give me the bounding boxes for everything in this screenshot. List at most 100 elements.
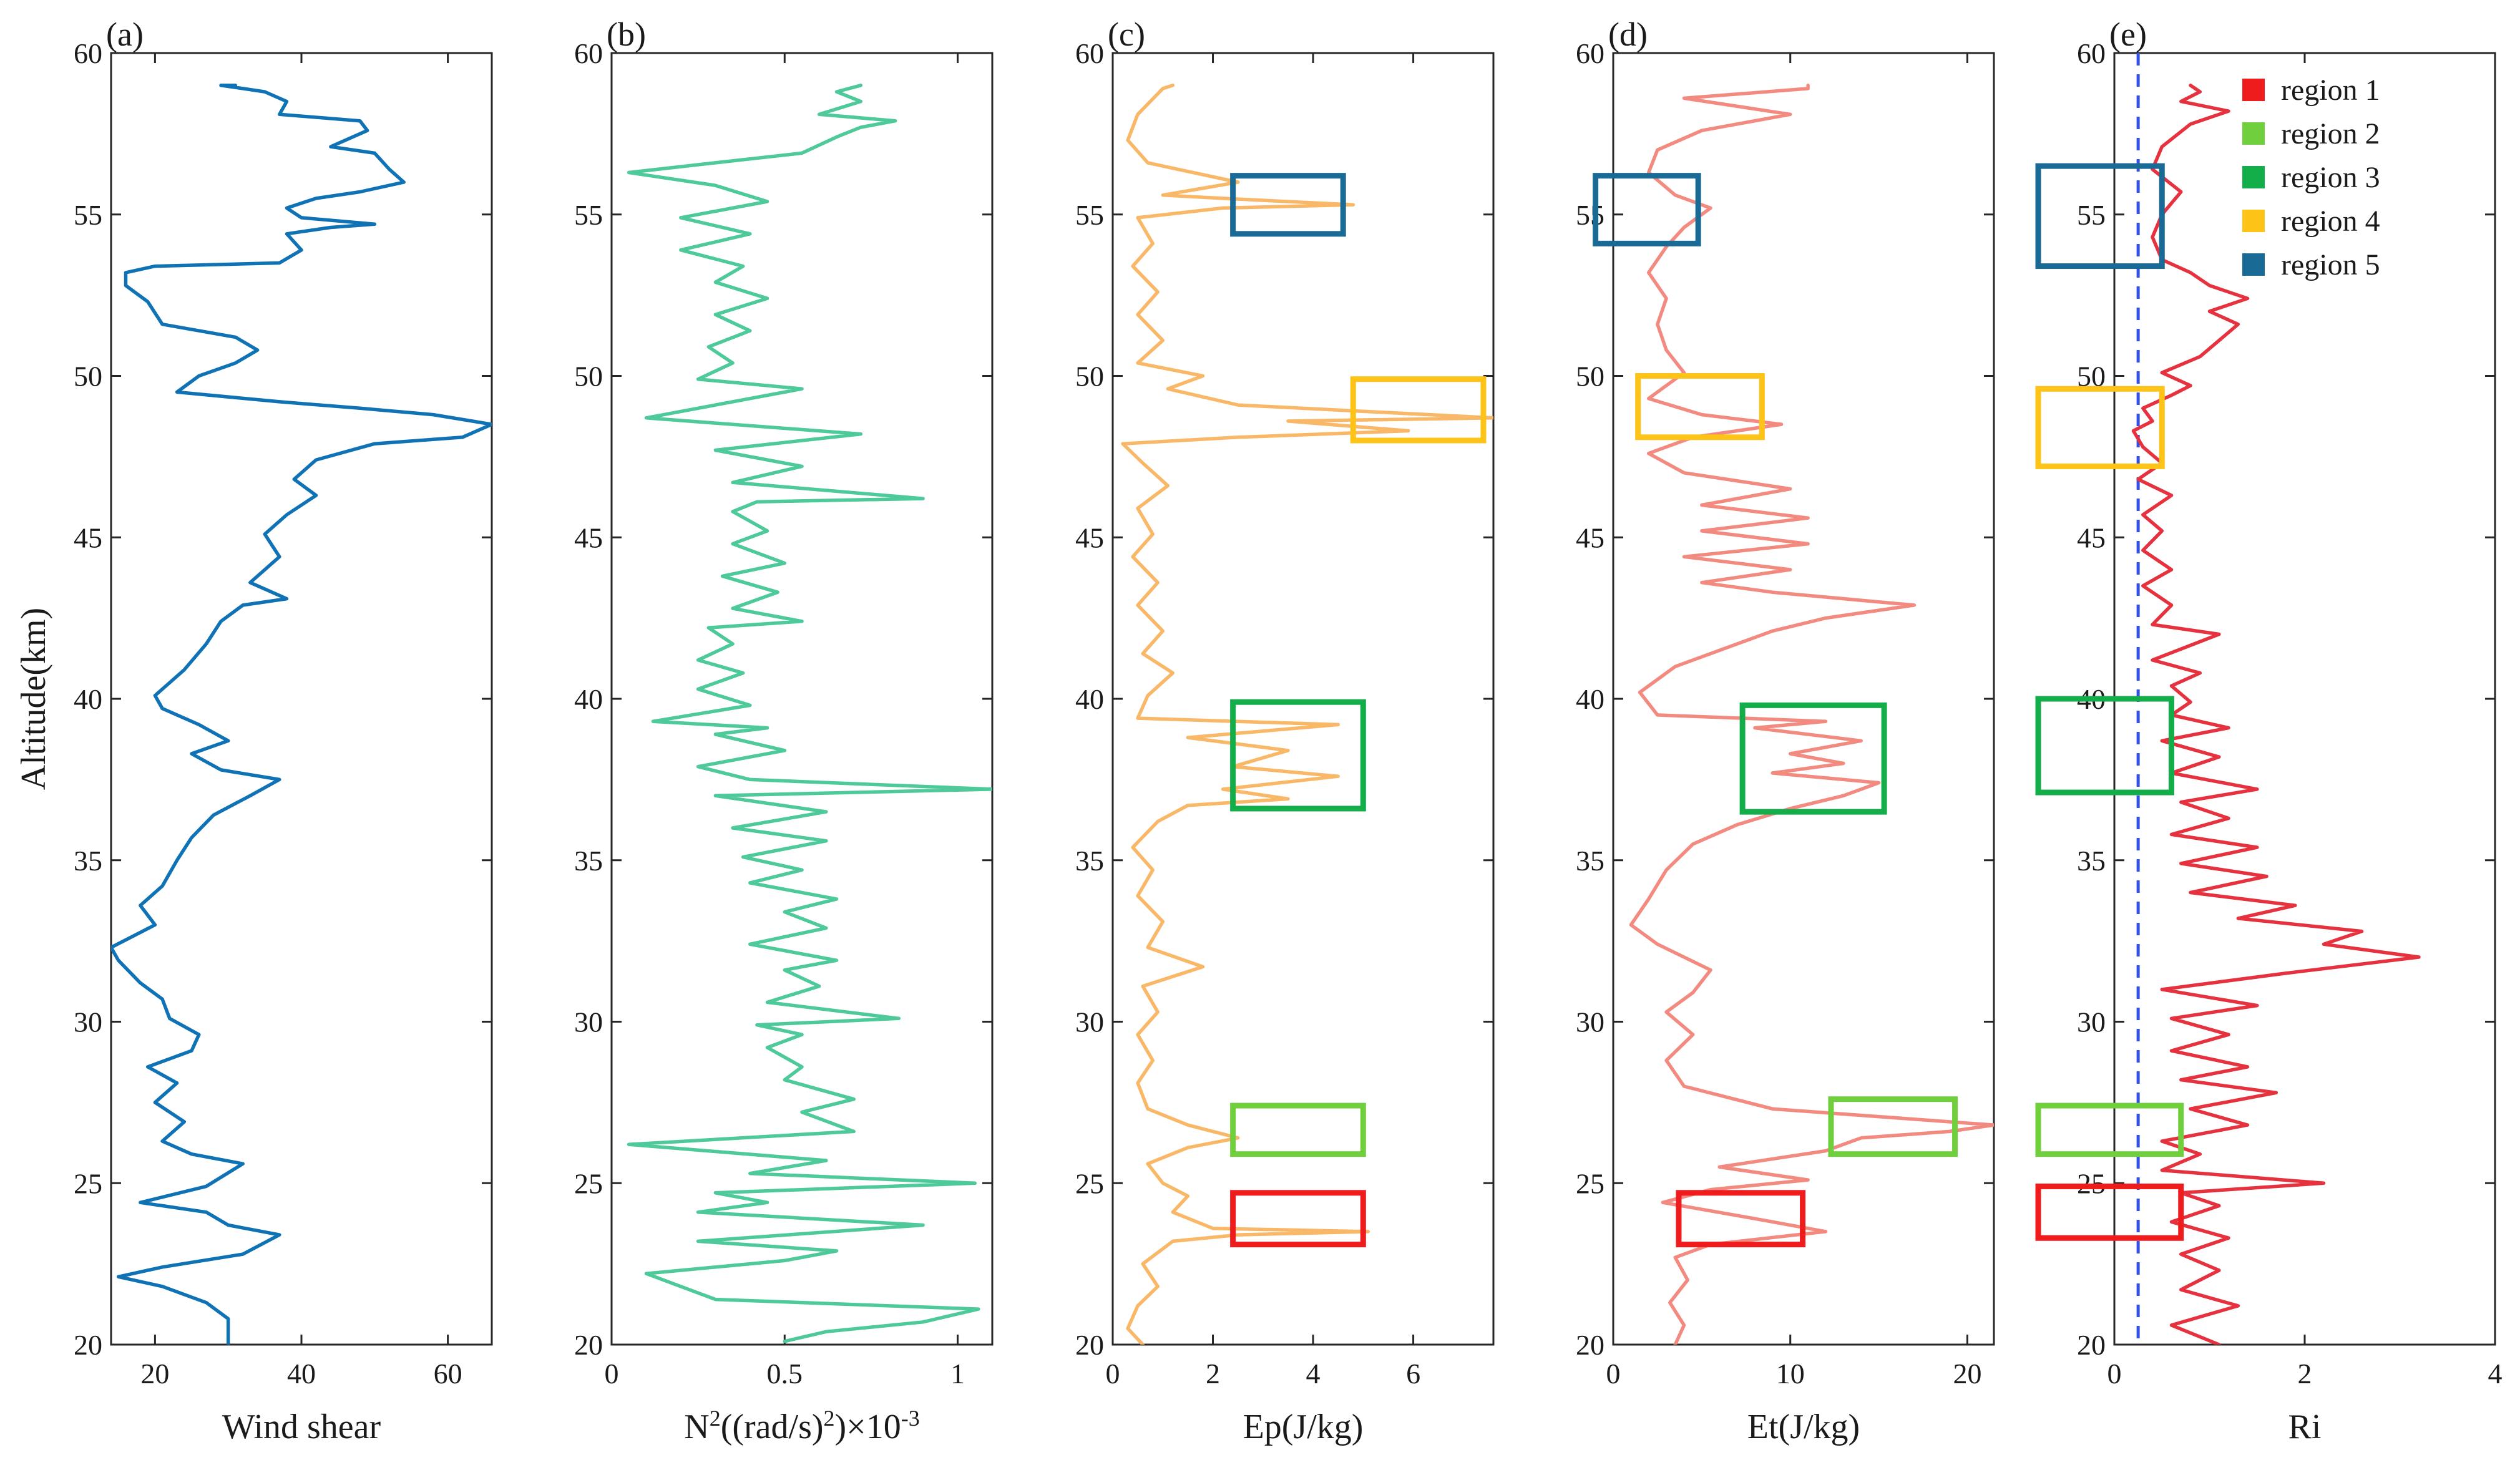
region-box-region-5 — [1230, 173, 1346, 237]
legend-swatch — [2242, 79, 2265, 101]
x-axis-label: N2((rad/s)2)×10-3 — [684, 1406, 920, 1446]
y-tick-label: 45 — [1075, 522, 1104, 553]
y-tick-label: 35 — [2077, 845, 2106, 877]
x-tick-label: 4 — [2488, 1358, 2503, 1390]
legend: region 1 region 2 region 3 region 4 region 5 — [2242, 74, 2380, 281]
region-box-region-1 — [1676, 1190, 1806, 1248]
panel-d: 20 25 30 35 40 45 50 55 60 0 10 20 (d) Et(J/kg) — [1576, 16, 1995, 1446]
y-tick-label: 60 — [74, 37, 102, 69]
series-line — [1121, 84, 1493, 1345]
x-axis-label-part: -3 — [901, 1406, 920, 1431]
x-tick-label: 2 — [1206, 1358, 1220, 1390]
y-tick-label: 25 — [1576, 1167, 1604, 1199]
y-tick-label: 30 — [1075, 1006, 1104, 1038]
x-tick-label: 2 — [2298, 1358, 2312, 1390]
y-tick-label: 45 — [74, 522, 102, 553]
x-tick-label: 20 — [140, 1358, 169, 1390]
x-tick-label: 0 — [1606, 1358, 1621, 1390]
x-tick-label: 60 — [434, 1358, 462, 1390]
axes-frame — [1111, 52, 1495, 1346]
y-tick-label: 40 — [1075, 683, 1104, 715]
y-tick-label: 30 — [74, 1006, 102, 1038]
y-axis-label: Altitude(km) — [14, 608, 53, 790]
y-tick-label: 35 — [1075, 845, 1104, 877]
x-axis-label: Wind shear — [222, 1408, 381, 1446]
panel-c: 20 25 30 35 40 45 50 55 60 0 2 4 6 (c) Ep(J/kg) — [1075, 16, 1495, 1446]
x-axis-label-part: N — [684, 1408, 709, 1446]
legend-swatch — [2242, 253, 2265, 276]
x-axis-label-part: )×10 — [835, 1408, 901, 1446]
y-tick-label: 60 — [1576, 37, 1604, 69]
plot-area — [627, 84, 992, 1343]
panel-label: (b) — [607, 16, 646, 53]
x-tick-label: 1 — [950, 1358, 965, 1390]
axes-frame — [1612, 52, 1995, 1346]
x-tick-label: 0 — [2107, 1358, 2122, 1390]
region-box-region-4 — [2035, 386, 2165, 469]
y-tick-label: 50 — [574, 361, 603, 392]
y-tick-label: 45 — [2077, 522, 2106, 553]
region-box-region-1 — [2035, 1183, 2184, 1241]
legend-swatch — [2242, 210, 2265, 232]
y-tick-label: 55 — [574, 199, 603, 231]
y-tick-label: 40 — [1576, 683, 1604, 715]
panel-label: (c) — [1108, 16, 1145, 53]
x-tick-label: 10 — [1776, 1358, 1805, 1390]
y-tick-label: 45 — [1576, 522, 1604, 553]
region-box-region-2 — [1828, 1096, 1958, 1157]
legend-label: region 1 — [2281, 74, 2380, 107]
y-tick-label: 25 — [2077, 1167, 2106, 1199]
y-tick-label: 30 — [2077, 1006, 2106, 1038]
y-tick-label: 40 — [74, 683, 102, 715]
x-tick-label: 0.5 — [767, 1358, 803, 1390]
x-tick-label: 0 — [1106, 1358, 1120, 1390]
panel-label: (a) — [106, 16, 144, 53]
plot-area — [111, 84, 492, 1345]
region-box-region-4 — [1350, 376, 1487, 444]
x-axis-label: Ep(J/kg) — [1243, 1408, 1364, 1446]
y-tick-label: 50 — [1576, 361, 1604, 392]
y-tick-label: 25 — [1075, 1167, 1104, 1199]
y-tick-label: 55 — [1576, 199, 1604, 231]
plot-area — [1121, 84, 1493, 1345]
legend-label: region 5 — [2281, 248, 2380, 281]
legend-swatch — [2242, 166, 2265, 188]
y-tick-label: 20 — [574, 1329, 603, 1361]
y-tick-label: 50 — [1075, 361, 1104, 392]
series-line — [2131, 84, 2421, 1345]
y-tick-label: 55 — [1075, 199, 1104, 231]
region-box-region-1 — [1230, 1190, 1366, 1248]
x-tick-label: 6 — [1406, 1358, 1420, 1390]
y-tick-label: 35 — [1576, 845, 1604, 877]
region-box-region-4 — [1635, 373, 1765, 440]
axes-frame — [110, 52, 493, 1346]
region-box-region-5 — [1593, 173, 1701, 246]
region-box-region-3 — [1739, 702, 1887, 815]
region-box-region-3 — [1230, 699, 1366, 812]
x-axis-label-part: 2 — [824, 1406, 835, 1431]
y-tick-label: 35 — [74, 845, 102, 877]
y-tick-label: 20 — [1075, 1329, 1104, 1361]
y-tick-label: 30 — [574, 1006, 603, 1038]
y-tick-label: 60 — [1075, 37, 1104, 69]
panel-label: (e) — [2109, 16, 2147, 53]
legend-label: region 2 — [2281, 117, 2380, 150]
x-axis-label: Et(J/kg) — [1747, 1408, 1860, 1446]
y-tick-label: 60 — [574, 37, 603, 69]
plot-area — [2131, 53, 2421, 1345]
y-tick-label: 20 — [2077, 1329, 2106, 1361]
axes-frame — [610, 52, 994, 1346]
x-axis-label-part: 2 — [710, 1406, 721, 1431]
panel-label: (d) — [1608, 16, 1648, 53]
y-tick-label: 30 — [1576, 1006, 1604, 1038]
y-tick-label: 35 — [574, 845, 603, 877]
x-tick-label: 20 — [1953, 1358, 1981, 1390]
y-tick-label: 60 — [2077, 37, 2106, 69]
x-tick-label: 4 — [1306, 1358, 1321, 1390]
x-axis-label: Ri — [2288, 1408, 2322, 1446]
y-tick-label: 20 — [74, 1329, 102, 1361]
legend-label: region 3 — [2281, 161, 2380, 194]
series-line — [111, 84, 492, 1345]
